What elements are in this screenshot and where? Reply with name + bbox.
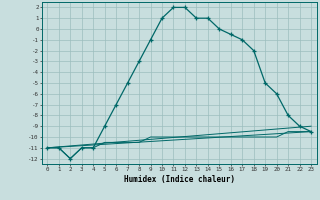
- X-axis label: Humidex (Indice chaleur): Humidex (Indice chaleur): [124, 175, 235, 184]
